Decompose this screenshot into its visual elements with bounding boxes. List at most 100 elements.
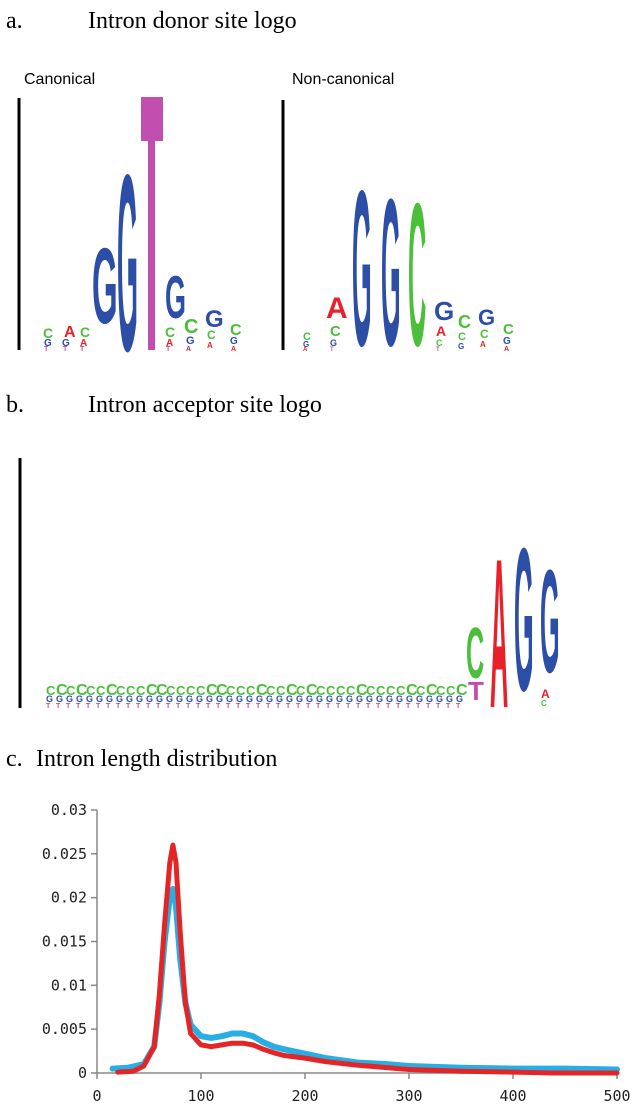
acc-small-glyph: T	[136, 703, 141, 710]
acc-small-glyph: T	[306, 703, 311, 710]
donor-c-pos1: C	[43, 325, 53, 341]
y-tick-label: 0	[78, 1064, 87, 1082]
y-tick-label: 0.01	[51, 976, 87, 994]
acc-small-glyph: G	[326, 694, 333, 704]
canonical-label: Canonical	[24, 71, 96, 88]
acc-small-glyph: G	[116, 694, 123, 704]
acc-small-glyph: T	[426, 703, 431, 710]
acc-small-glyph: G	[46, 694, 53, 704]
acc-small-glyph: C	[96, 683, 106, 698]
acc-small-glyph: C	[56, 682, 68, 699]
svg-text:T: T	[63, 346, 68, 353]
acc-small-glyph: C	[166, 683, 176, 698]
donor-g-pos4: G	[92, 226, 118, 346]
svg-text:C: C	[230, 322, 242, 339]
nc-g-pos3: G	[352, 145, 372, 392]
intron-length-chart: 0 0.005 0.01 0.015 0.02 0.025 0.03 0 100 200 300 40…	[42, 801, 631, 1105]
svg-text:T: T	[166, 346, 171, 353]
acc-small-glyph: T	[156, 703, 161, 710]
svg-text:G: G	[230, 336, 238, 347]
donor-g-pos7: G	[165, 264, 186, 331]
acc-small-glyph: T	[66, 703, 71, 710]
svg-text:A: A	[80, 338, 87, 349]
y-tick-label: 0.03	[51, 801, 87, 819]
svg-text:C: C	[480, 327, 489, 341]
acc-small-glyph: G	[146, 694, 153, 704]
svg-text:A: A	[303, 347, 308, 353]
acc-small-glyph: C	[246, 683, 256, 698]
acc-small-glyph: C	[366, 683, 376, 698]
svg-text:A: A	[207, 341, 213, 350]
acc-small-glyph: G	[456, 694, 463, 704]
acc-small-glyph: G	[306, 694, 313, 704]
svg-text:C: C	[303, 331, 311, 343]
acc-small-glyph: T	[346, 703, 351, 710]
acc-small-glyph: C	[106, 682, 118, 699]
acc-small-glyph: G	[386, 694, 393, 704]
svg-text:G: G	[434, 296, 454, 326]
panel-c-letter: c.	[6, 746, 23, 772]
acc-small-glyph: G	[276, 694, 283, 704]
panel-b-title: Intron acceptor site logo	[88, 392, 322, 418]
svg-text:C: C	[165, 324, 175, 340]
svg-text:C: C	[330, 323, 341, 340]
acc-small-glyph: T	[446, 703, 451, 710]
acc-small-glyph: G	[406, 694, 413, 704]
acc-small-glyph: G	[366, 694, 373, 704]
acc-small-glyph: C	[136, 683, 146, 698]
donor-t-bar	[141, 97, 163, 141]
nc-c-pos5: C	[408, 160, 426, 389]
acc-small-glyph: T	[276, 703, 281, 710]
svg-text:A: A	[480, 340, 486, 349]
acc-small-glyph: T	[386, 703, 391, 710]
acc-small-glyph: T	[456, 703, 461, 710]
acc-small-glyph: C	[226, 683, 236, 698]
acc-small-glyph: G	[246, 694, 253, 704]
acc-small-glyph: T	[106, 703, 111, 710]
svg-text:T: T	[44, 346, 49, 353]
acc-small-glyph: C	[386, 683, 396, 698]
panel-a-letter: a.	[6, 8, 23, 34]
acc-small-glyph: G	[156, 694, 163, 704]
acc-small-glyph: C	[86, 683, 96, 698]
svg-text:A: A	[436, 323, 446, 339]
acc-small-glyph: T	[316, 703, 321, 710]
y-tick-label: 0.015	[42, 933, 87, 951]
acc-small-glyph: C	[196, 683, 206, 698]
acc-small-glyph: C	[126, 683, 136, 698]
svg-text:C: C	[503, 321, 514, 338]
y-tick-label: 0.005	[42, 1020, 87, 1038]
acc-small-glyph: C	[276, 683, 286, 698]
svg-text:C: C	[541, 699, 547, 708]
acc-small-glyph: C	[146, 682, 158, 699]
acc-g2: G	[540, 541, 560, 704]
acc-small-glyph: T	[166, 703, 171, 710]
acc-c: C	[466, 614, 484, 694]
acc-small-glyph: T	[126, 703, 131, 710]
acc-small-glyph: T	[146, 703, 151, 710]
acc-small-glyph: G	[236, 694, 243, 704]
acc-small-glyph: G	[376, 694, 383, 704]
acc-small-glyph: T	[226, 703, 231, 710]
acc-small-glyph: G	[356, 694, 363, 704]
svg-text:C: C	[436, 338, 443, 348]
acc-small-glyph: T	[76, 703, 81, 710]
svg-text:G: G	[303, 340, 309, 349]
svg-text:C: C	[458, 331, 466, 343]
svg-text:G: G	[478, 305, 495, 330]
acc-small-glyph: G	[296, 694, 303, 704]
acc-small-glyph: C	[206, 682, 218, 699]
svg-text:T: T	[80, 346, 85, 353]
acc-small-glyph: G	[216, 694, 223, 704]
svg-text:A: A	[186, 346, 191, 353]
donor-a-pos2: A	[64, 324, 76, 341]
panel-b-letter: b.	[6, 392, 24, 418]
acc-small-glyph: T	[116, 703, 121, 710]
acc-small-glyph: G	[76, 694, 83, 704]
svg-text:C: C	[458, 312, 471, 332]
acc-small-glyph: C	[416, 683, 426, 698]
acc-small-glyph: T	[406, 703, 411, 710]
acc-small-glyph: C	[456, 682, 468, 699]
svg-text:A: A	[541, 687, 550, 701]
